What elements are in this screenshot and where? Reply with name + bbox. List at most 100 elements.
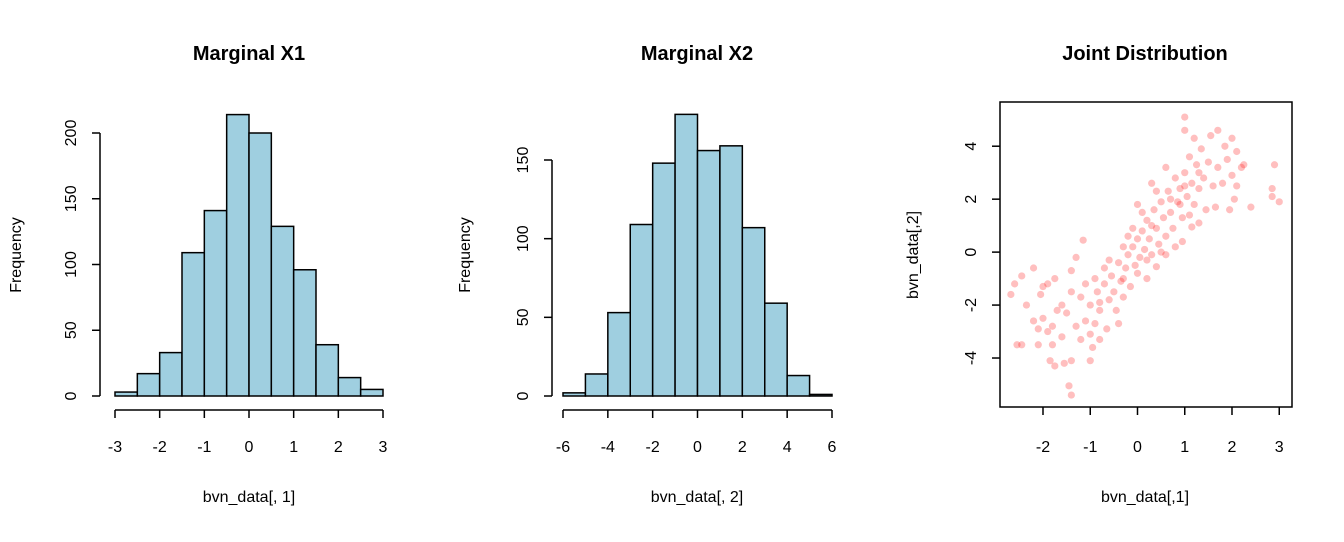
histogram-bar <box>359 388 384 397</box>
scatter-point <box>1143 216 1151 224</box>
scatter-point <box>1143 274 1151 283</box>
scatter-point <box>1058 301 1066 309</box>
scatter-point <box>1176 184 1184 193</box>
scatter-point <box>1209 182 1217 190</box>
scatter-point <box>1124 232 1132 240</box>
scatter-point <box>1029 317 1038 325</box>
x-tick-label: 0 <box>693 439 702 456</box>
scatter-point <box>1202 206 1210 214</box>
scatter-point <box>1188 179 1196 187</box>
scatter-point <box>1226 206 1234 214</box>
scatter-point <box>1218 179 1227 187</box>
y-tick-label: 50 <box>63 321 80 339</box>
x-tick-label: -6 <box>556 439 570 456</box>
scatter-point <box>1122 264 1130 272</box>
histogram-bar <box>808 393 833 397</box>
scatter-point <box>1178 214 1186 222</box>
xlabel-x2: bvn_data[, 2] <box>651 489 744 506</box>
scatter-point <box>1143 256 1151 264</box>
scatter-point <box>1275 198 1283 206</box>
scatter-point <box>1051 362 1059 370</box>
scatter-point <box>1214 126 1222 134</box>
histogram-bar <box>270 225 295 397</box>
y-tick-label: 200 <box>63 120 80 147</box>
y-tick-label: 100 <box>63 251 80 278</box>
scatter-point <box>1091 274 1099 283</box>
scatter-point <box>1067 288 1075 296</box>
scatter-point <box>1053 306 1061 314</box>
histogram-bar <box>696 149 721 397</box>
scatter-point <box>1126 282 1135 291</box>
scatter-point <box>1105 296 1113 304</box>
x-tick-label: -3 <box>108 439 122 456</box>
scatter-point <box>1051 274 1059 283</box>
scatter-point <box>1195 219 1203 227</box>
scatter-point <box>1148 251 1156 259</box>
scatter-point <box>1200 174 1208 182</box>
scatter-point <box>1190 134 1198 142</box>
scatter-point <box>1183 192 1191 201</box>
x-tick-label: -1 <box>1083 439 1097 456</box>
scatter-point <box>1207 132 1215 140</box>
scatter-point <box>1096 306 1104 314</box>
histogram-x2: -6 -4 -2 0 2 4 6 0 50 100 150 <box>515 113 837 456</box>
y-tick-label: 100 <box>515 225 532 252</box>
title-marginal-x1: Marginal X1 <box>193 43 305 65</box>
scatter-point <box>1157 198 1165 206</box>
xlabel-joint: bvn_data[,1] <box>1101 489 1189 506</box>
histogram-bar <box>114 391 139 397</box>
scatter-point <box>1029 264 1038 272</box>
scatter-point <box>1152 224 1160 232</box>
scatter-point <box>1105 256 1113 264</box>
histogram-bar <box>292 269 317 397</box>
scatter-point <box>1060 359 1068 367</box>
scatter-point <box>1221 142 1229 150</box>
scatter-point <box>1237 163 1246 171</box>
scatter-point <box>1096 298 1104 307</box>
scatter-point <box>1162 232 1170 240</box>
scatter-point <box>1185 211 1194 219</box>
histogram-bar <box>786 374 811 397</box>
scatter-point <box>1157 248 1165 256</box>
y-tick-label: 0 <box>515 391 532 400</box>
scatter-point <box>1211 203 1220 211</box>
histogram-bar <box>562 392 587 397</box>
scatter-point <box>1138 227 1146 235</box>
scatter-point <box>1181 113 1189 121</box>
scatter-point <box>1103 325 1111 333</box>
y-tick-label: 4 <box>963 142 980 151</box>
scatter-point <box>1100 264 1109 272</box>
scatter-point <box>1140 245 1149 254</box>
title-joint: Joint Distribution <box>1062 43 1228 65</box>
scatter-point <box>1037 290 1045 299</box>
scatter-point <box>1197 145 1205 153</box>
histogram-bar <box>315 343 340 397</box>
scatter-point <box>1138 208 1146 217</box>
scatter-point <box>1188 223 1196 231</box>
scatter-point <box>1086 330 1094 338</box>
scatter-point <box>1129 224 1137 232</box>
scatter-point <box>1067 391 1075 399</box>
scatter-point <box>1119 243 1127 251</box>
y-tick-label: 150 <box>515 147 532 174</box>
y-tick-label: 0 <box>63 391 80 400</box>
x-tick-label: 0 <box>1133 439 1142 456</box>
scatter-point <box>1100 280 1109 288</box>
scatter-point <box>1081 317 1090 325</box>
y-tick-label: 0 <box>963 248 980 257</box>
scatter-point <box>1268 192 1276 201</box>
scatter-point <box>1230 195 1238 203</box>
histogram-bar <box>337 376 362 397</box>
y-tick-label: -4 <box>963 351 980 365</box>
scatter-point <box>1112 306 1120 314</box>
scatter-point <box>1022 301 1031 309</box>
scatter-point <box>1181 126 1189 134</box>
scatter-point <box>1013 341 1021 349</box>
scatter-point <box>1034 341 1042 349</box>
histogram-bar <box>158 351 183 397</box>
scatter-point <box>1247 203 1255 211</box>
scatter-point <box>1058 333 1066 341</box>
scatter-point <box>1110 288 1118 296</box>
scatter-point <box>1214 163 1222 171</box>
